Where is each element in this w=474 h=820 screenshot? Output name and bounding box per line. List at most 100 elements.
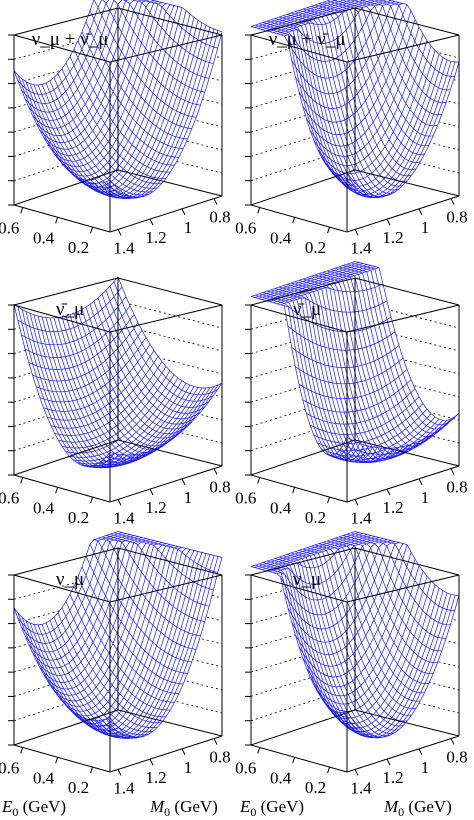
- surface-cell: [313, 17, 322, 25]
- surface-cell: [85, 384, 93, 396]
- box-edge: [354, 709, 460, 737]
- surface-cell: [406, 54, 415, 75]
- surface-cell: [151, 139, 160, 151]
- surface-cell: [165, 4, 174, 16]
- surface-cell: [120, 123, 129, 137]
- surface-cell: [80, 397, 89, 408]
- surface-cell: [305, 36, 313, 59]
- surface-cell: [330, 547, 339, 554]
- surface-cell: [180, 421, 189, 428]
- surface-cell: [105, 10, 114, 31]
- surface-cell: [356, 697, 365, 708]
- surface-cell: [304, 631, 313, 649]
- mesh-line-e0: [45, 82, 145, 198]
- surface-cell: [311, 664, 320, 680]
- surface-cell: [76, 152, 84, 161]
- surface-cell: [325, 328, 334, 350]
- surface-cell: [129, 194, 138, 197]
- surface-cell: [93, 560, 102, 581]
- surface-cell: [346, 9, 355, 25]
- surface-cell: [390, 729, 399, 734]
- surface-cell: [385, 431, 394, 441]
- surface-cell: [401, 134, 410, 148]
- surface-cell: [404, 150, 413, 161]
- surface-cell: [438, 608, 447, 624]
- surface-cell: [366, 33, 375, 56]
- surface-cell: [139, 164, 148, 174]
- surface-cell: [33, 93, 42, 104]
- surface-cell: [80, 679, 89, 690]
- mesh-line-e0: [89, 304, 192, 430]
- surface-cell: [66, 166, 75, 174]
- surface-cell: [317, 599, 326, 615]
- surface-cell: [336, 398, 345, 413]
- surface-cell: [45, 92, 54, 103]
- surface-cell: [321, 287, 330, 310]
- surface-cell: [408, 141, 418, 153]
- box-edge: [250, 709, 356, 746]
- surface-cell: [424, 673, 434, 684]
- surface-cell: [391, 711, 400, 720]
- surface-cell: [80, 407, 89, 418]
- surface-cell: [399, 175, 408, 182]
- surface-cell: [426, 82, 435, 99]
- surface-cell: [75, 700, 84, 707]
- surface-cell: [151, 437, 160, 442]
- surface-cell: [430, 428, 439, 433]
- surface-cell: [353, 632, 362, 649]
- surface-cell: [176, 612, 185, 630]
- surface-cell: [350, 311, 359, 332]
- surface-cell: [75, 427, 84, 435]
- surface-cell: [332, 382, 341, 399]
- surface-cell: [200, 401, 210, 410]
- surface-cell: [382, 385, 391, 400]
- surface-cell: [32, 364, 41, 379]
- surface-cell: [438, 89, 447, 103]
- surface-cell: [329, 77, 337, 94]
- surface-cell: [310, 130, 318, 147]
- surface-cell: [133, 734, 142, 737]
- surface-cell: [352, 153, 360, 164]
- surface-cell: [280, 572, 289, 592]
- surface-cell: [325, 595, 334, 613]
- surface-cell: [352, 140, 361, 153]
- surface-cell: [313, 23, 322, 44]
- surface-cell: [288, 591, 297, 613]
- surface-cell: [105, 369, 114, 382]
- surface-cell: [93, 366, 102, 379]
- surface-cell: [328, 666, 337, 677]
- surface-cell: [336, 383, 345, 399]
- surface-cell: [119, 731, 128, 736]
- surface-cell: [40, 388, 48, 401]
- surface-cell: [167, 135, 176, 147]
- surface-cell: [151, 674, 160, 688]
- surface-cell: [109, 325, 118, 340]
- surface-cell: [354, 595, 363, 615]
- surface-panel-top-right: 0.60.40.2 1.41.210.8ν_μ + ν̄_μ: [235, 0, 468, 257]
- surface-cell: [161, 32, 170, 52]
- surface-cell: [422, 595, 431, 615]
- surface-cell: [158, 171, 167, 179]
- surface-cell: [185, 598, 194, 617]
- surface-cell: [112, 396, 121, 408]
- surface-cell: [308, 321, 317, 345]
- surface-cell: [91, 437, 100, 445]
- surface-cell: [397, 669, 406, 683]
- surface-cell: [76, 398, 85, 409]
- surface-cell: [109, 91, 117, 108]
- surface-cell: [37, 342, 46, 357]
- mesh-line-e0: [37, 315, 137, 467]
- surface-cell: [137, 572, 146, 593]
- mesh-line-e0: [282, 555, 382, 739]
- surface-cell: [138, 173, 147, 181]
- surface-cell: [412, 161, 421, 170]
- surface-cell: [374, 305, 383, 324]
- surface-cell: [350, 563, 359, 584]
- surface-cell: [295, 350, 304, 372]
- surface-cell: [421, 135, 430, 146]
- surface-cell: [51, 418, 60, 428]
- surface-cell: [137, 726, 146, 732]
- surface-cell: [109, 590, 118, 610]
- surface-cell: [398, 412, 407, 423]
- surface-cell: [69, 378, 77, 391]
